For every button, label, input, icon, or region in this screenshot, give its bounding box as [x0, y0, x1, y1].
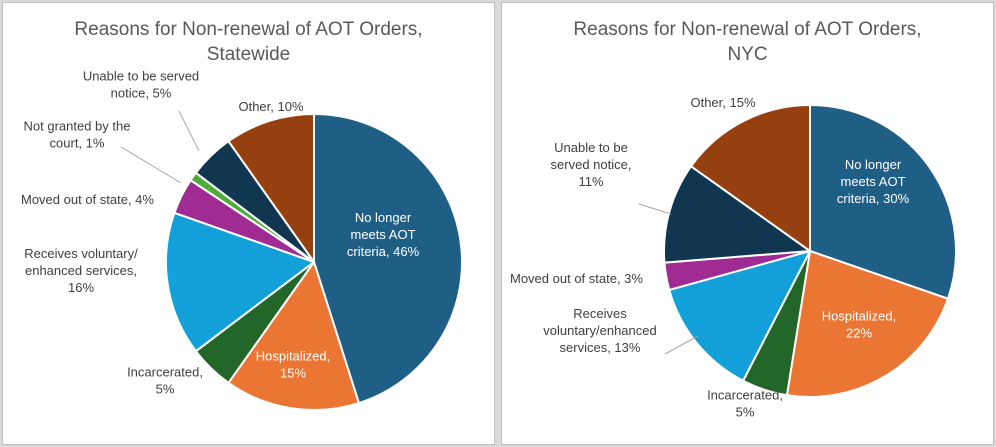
- data-label-line: meets AOT: [840, 174, 905, 189]
- pie-slice-voluntary: [668, 250, 811, 382]
- data-label-line: Receives voluntary/: [24, 246, 138, 261]
- data-label-not-granted: Not granted by the court, 1%: [24, 119, 131, 151]
- chart-title-nyc: Reasons for Non-renewal of AOT Orders, N…: [502, 17, 993, 67]
- data-label-line: meets AOT: [350, 227, 415, 242]
- leader-line-not-granted: [120, 146, 182, 184]
- pie-slice-no-longer: [809, 104, 957, 300]
- pie-slice-no-longer: [313, 113, 463, 405]
- data-label-other: Other, 15%: [690, 95, 755, 110]
- data-label-no-longer: No longer meets AOT criteria, 46%: [347, 210, 420, 259]
- pie-chart-nyc: No longer meets AOT criteria, 30% Hospitali…: [510, 95, 957, 420]
- chart-title-line1: Reasons for Non-renewal of AOT Orders,: [573, 19, 922, 40]
- data-label-line: Unable to be served: [83, 69, 199, 84]
- leader-line-unable: [178, 110, 200, 152]
- leader-line-voluntary: [664, 335, 699, 355]
- chart-title-line2: Statewide: [206, 44, 291, 65]
- data-label-line: criteria, 30%: [837, 191, 910, 206]
- pie-slice-unable: [663, 165, 811, 264]
- data-label-line: Incarcerated,: [707, 388, 783, 403]
- chart-panel-nyc: Reasons for Non-renewal of AOT Orders, N…: [501, 2, 994, 445]
- pie-slice-hospitalized: [785, 250, 949, 398]
- data-label-hospitalized: Hospitalized, 22%: [822, 309, 896, 341]
- data-label-line: criteria, 46%: [347, 244, 420, 259]
- data-label-line: Moved out of state, 3%: [510, 271, 643, 286]
- chart-title-statewide: Reasons for Non-renewal of AOT Orders, S…: [3, 17, 494, 67]
- data-label-unable: Unable to be served notice, 5%: [83, 69, 199, 101]
- data-label-line: enhanced services,: [25, 263, 137, 278]
- data-label-line: Hospitalized,: [822, 309, 896, 324]
- data-label-line: 11%: [578, 174, 603, 189]
- data-label-hospitalized: Hospitalized, 15%: [256, 349, 330, 381]
- data-label-line: No longer: [355, 210, 412, 225]
- data-label-line: Hospitalized,: [256, 349, 330, 364]
- data-label-line: voluntary/enhanced: [543, 323, 656, 338]
- data-label-line: Incarcerated,: [127, 365, 203, 380]
- pie-chart-statewide: No longer meets AOT criteria, 46% Hospitali…: [21, 69, 463, 411]
- data-label-moved: Moved out of state, 3%: [510, 271, 643, 286]
- data-label-line: Other, 10%: [238, 99, 303, 114]
- data-label-line: Unable to be: [554, 140, 628, 155]
- data-label-line: notice, 5%: [111, 86, 172, 101]
- data-label-no-longer: No longer meets AOT criteria, 30%: [837, 157, 910, 206]
- data-label-line: Not granted by the: [24, 119, 131, 134]
- leader-line-unable: [638, 203, 672, 215]
- data-label-line: served notice,: [551, 157, 632, 172]
- pie-slice-other: [227, 113, 315, 263]
- pie-slice-voluntary: [165, 211, 315, 353]
- data-label-voluntary: Receives voluntary/enhanced services, 16%: [24, 246, 138, 295]
- data-label-line: Moved out of state, 4%: [21, 192, 154, 207]
- data-label-line: Other, 15%: [690, 95, 755, 110]
- data-label-voluntary: Receives voluntary/enhanced services, 13%: [543, 306, 656, 355]
- data-label-line: services, 13%: [560, 340, 641, 355]
- data-label-line: 15%: [280, 366, 306, 381]
- data-label-line: 16%: [68, 280, 94, 295]
- data-label-line: 22%: [846, 326, 872, 341]
- data-label-line: 5%: [736, 405, 755, 420]
- data-label-incarcerated: Incarcerated, 5%: [127, 365, 203, 397]
- pie-slice-hospitalized: [227, 261, 360, 411]
- data-label-unable: Unable to be served notice, 11%: [551, 140, 632, 189]
- data-label-other: Other, 10%: [238, 99, 303, 114]
- data-label-line: No longer: [845, 157, 902, 172]
- data-label-line: 5%: [156, 382, 175, 397]
- data-label-incarcerated: Incarcerated, 5%: [707, 388, 783, 420]
- chart-title-line2: NYC: [727, 44, 768, 65]
- data-label-line: court, 1%: [50, 136, 105, 151]
- data-label-line: Receives: [573, 306, 627, 321]
- chart-title-line1: Reasons for Non-renewal of AOT Orders,: [74, 19, 423, 40]
- data-label-moved: Moved out of state, 4%: [21, 192, 154, 207]
- pie-slice-other: [690, 104, 811, 252]
- chart-panel-statewide: Reasons for Non-renewal of AOT Orders, S…: [2, 2, 495, 445]
